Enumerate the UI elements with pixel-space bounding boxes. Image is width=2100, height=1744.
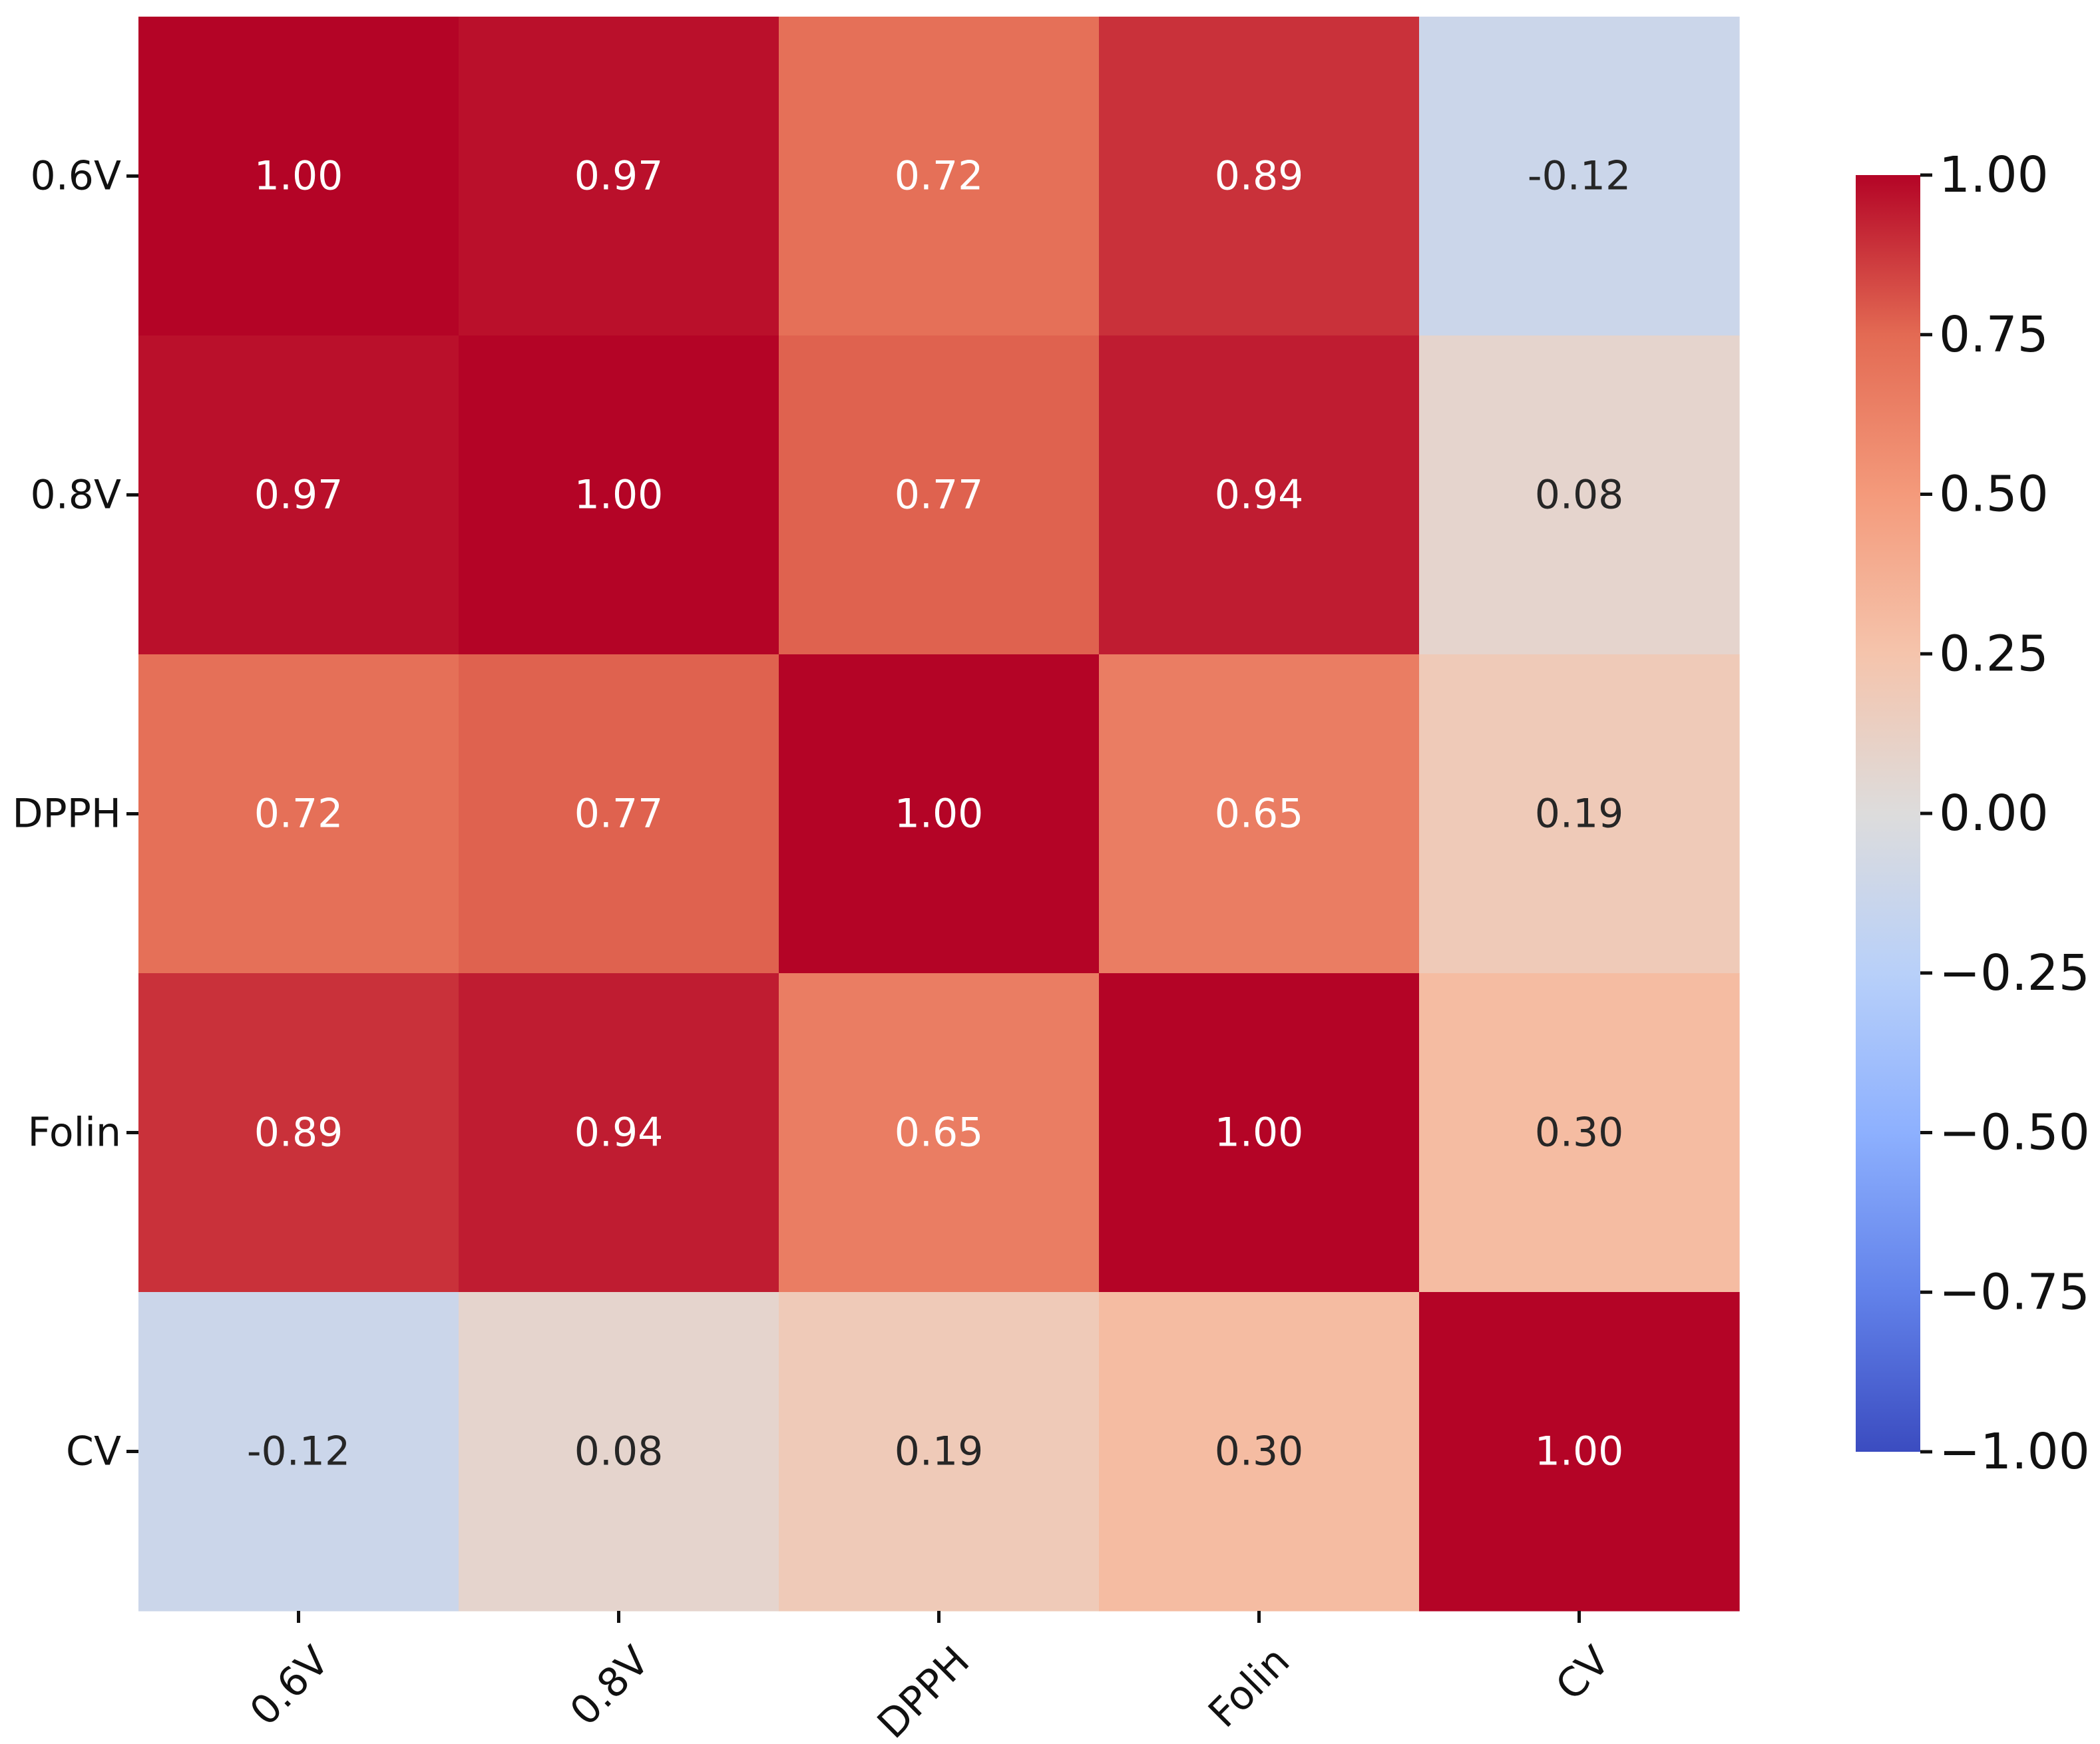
cell-value-label: 1.00: [1535, 1428, 1624, 1475]
cell-value-label: 0.89: [1215, 153, 1304, 200]
heatmap-cell-0.8V-0.6V: [138, 335, 459, 655]
colorbar-tick-label: −0.25: [1939, 945, 2090, 1002]
x-tick-label: CV: [1547, 1637, 1619, 1709]
x-tick-label: Folin: [1199, 1637, 1299, 1737]
heatmap-cell-CV-CV: [1419, 1292, 1740, 1612]
heatmap-cell-DPPH-Folin: [1099, 654, 1420, 974]
heatmap-cell-0.6V-0.6V: [138, 17, 459, 336]
colorbar-gradient: [1856, 175, 1920, 1452]
cell-value-label: 0.08: [574, 1428, 664, 1475]
cell-value-label: 0.19: [1535, 791, 1624, 837]
x-tick-label: 0.8V: [561, 1637, 658, 1735]
cell-value-label: 0.08: [1535, 472, 1624, 519]
cell-value-label: 1.00: [1215, 1110, 1304, 1156]
y-tick-label: 0.6V: [31, 153, 121, 200]
heatmap-cell-0.8V-DPPH: [779, 335, 1100, 655]
heatmap-cell-0.6V-CV: [1419, 17, 1740, 336]
heatmap-cell-0.8V-Folin: [1099, 335, 1420, 655]
cell-value-label: 0.77: [895, 472, 984, 519]
cell-value-label: 0.89: [254, 1110, 343, 1156]
colorbar-tick-label: 0.75: [1939, 306, 2049, 363]
heatmap-cell-DPPH-DPPH: [779, 654, 1100, 974]
heatmap-cell-0.6V-0.8V: [459, 17, 779, 336]
colorbar-tick-label: 0.50: [1939, 466, 2049, 523]
cell-value-label: 0.19: [895, 1428, 984, 1475]
colorbar-tick-label: 1.00: [1939, 146, 2049, 204]
heatmap-cell-0.6V-DPPH: [779, 17, 1100, 336]
heatmap-cell-CV-0.6V: [138, 1292, 459, 1612]
cell-value-label: 0.94: [1215, 472, 1304, 519]
colorbar-tick-label: −1.00: [1939, 1423, 2090, 1480]
heatmap-cell-Folin-Folin: [1099, 973, 1420, 1293]
heatmap-cells: [138, 17, 1740, 1612]
heatmap-cell-CV-0.8V: [459, 1292, 779, 1612]
cell-value-label: 0.94: [574, 1110, 664, 1156]
cell-value-label: -0.12: [247, 1428, 350, 1475]
cell-value-label: 0.72: [895, 153, 984, 200]
heatmap-cell-Folin-DPPH: [779, 973, 1100, 1293]
cell-value-label: 0.72: [254, 791, 343, 837]
y-tick-label: DPPH: [12, 791, 121, 837]
cell-value-label: 0.30: [1215, 1428, 1304, 1475]
heatmap-cell-Folin-0.6V: [138, 973, 459, 1293]
y-axis: 0.6V 0.8V DPPH Folin CV: [12, 153, 138, 1475]
colorbar-tick-label: 0.00: [1939, 785, 2049, 842]
cell-value-label: -0.12: [1528, 153, 1631, 200]
cell-value-label: 0.65: [895, 1110, 984, 1156]
x-tick-label: DPPH: [869, 1637, 978, 1744]
heatmap-cell-CV-Folin: [1099, 1292, 1420, 1612]
cell-value-label: 1.00: [895, 791, 984, 837]
heatmap-cell-DPPH-0.8V: [459, 654, 779, 974]
heatmap-annotations: 1.00 0.97 0.72 0.89 -0.12 0.97 1.00 0.77 0.94 0.0…: [247, 153, 1631, 1475]
cell-value-label: 1.00: [254, 153, 343, 200]
cell-value-label: 0.97: [254, 472, 343, 519]
colorbar-tick-label: 0.25: [1939, 625, 2049, 682]
heatmap-cell-0.6V-Folin: [1099, 17, 1420, 336]
heatmap-cell-DPPH-CV: [1419, 654, 1740, 974]
colorbar-tick-label: −0.75: [1939, 1263, 2090, 1321]
heatmap-cell-DPPH-0.6V: [138, 654, 459, 974]
y-tick-label: CV: [66, 1428, 121, 1475]
x-tick-label: 0.6V: [241, 1637, 338, 1735]
cell-value-label: 1.00: [574, 472, 664, 519]
y-tick-label: 0.8V: [31, 472, 121, 519]
colorbar-tick-label: −0.50: [1939, 1104, 2090, 1162]
y-tick-label: Folin: [28, 1110, 121, 1156]
heatmap-cell-Folin-CV: [1419, 973, 1740, 1293]
heatmap-cell-CV-DPPH: [779, 1292, 1100, 1612]
colorbar: 1.00 0.75 0.50 0.25 0.00 −0.25 −0.50 −0.75 −1.00: [1856, 146, 2090, 1480]
heatmap-cell-Folin-0.8V: [459, 973, 779, 1293]
x-axis: 0.6V 0.8V DPPH Folin CV: [241, 1611, 1619, 1744]
cell-value-label: 0.65: [1215, 791, 1304, 837]
cell-value-label: 0.97: [574, 153, 664, 200]
cell-value-label: 0.30: [1535, 1110, 1624, 1156]
heatmap-cell-0.8V-CV: [1419, 335, 1740, 655]
cell-value-label: 0.77: [574, 791, 664, 837]
heatmap-cell-0.8V-0.8V: [459, 335, 779, 655]
